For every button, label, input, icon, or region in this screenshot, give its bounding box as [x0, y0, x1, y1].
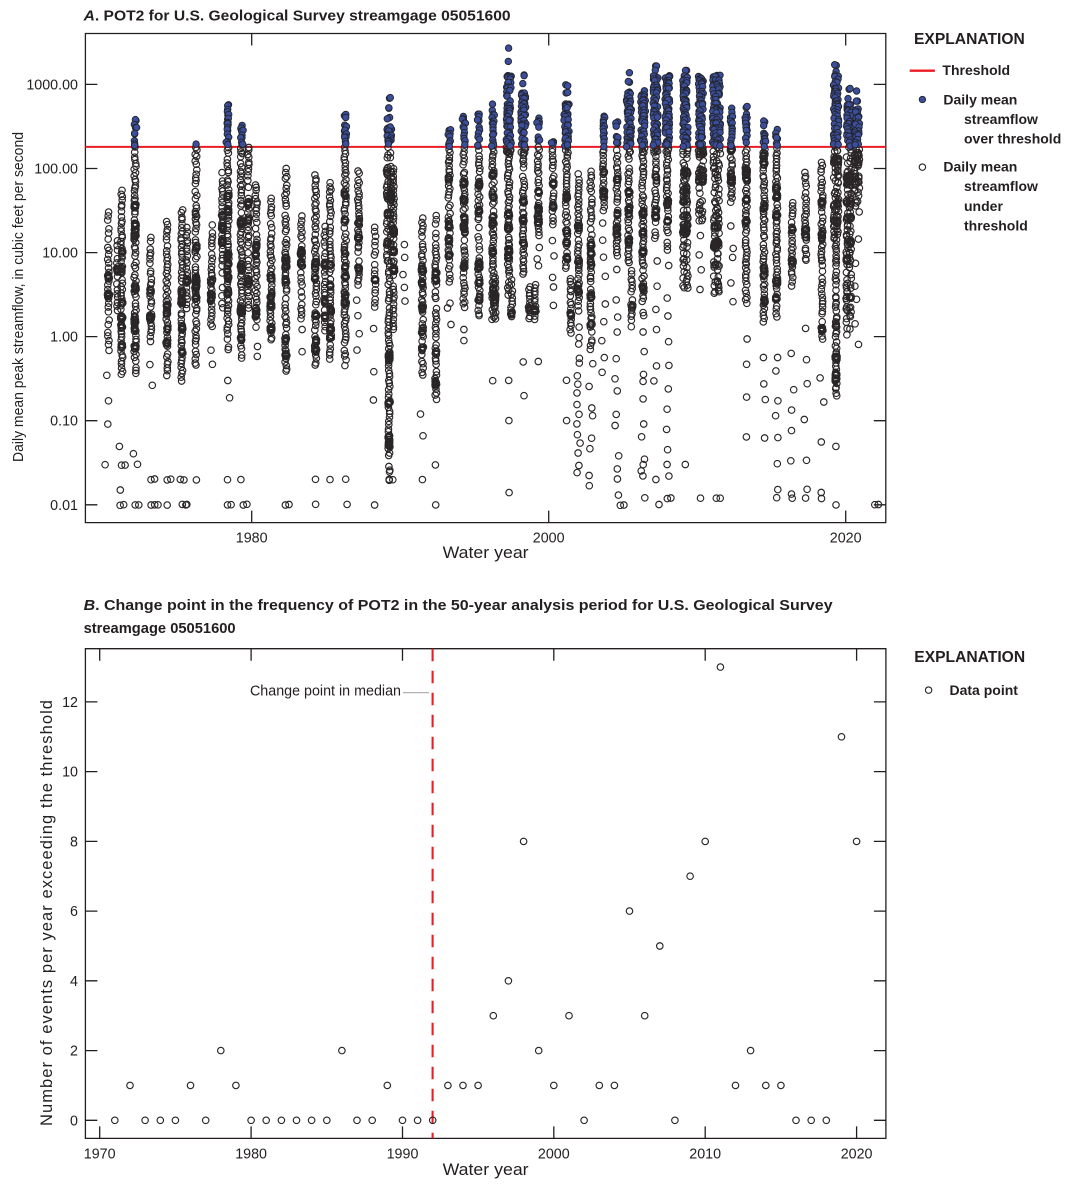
- svg-text:streamflow: streamflow: [964, 111, 1038, 127]
- svg-text:under: under: [964, 198, 1003, 214]
- svg-text:Daily mean: Daily mean: [943, 91, 1017, 107]
- svg-text:B. Change point in the frequen: B. Change point in the frequency of POT2…: [84, 598, 833, 614]
- svg-text:1.00: 1.00: [50, 330, 78, 346]
- svg-text:Data point: Data point: [950, 682, 1019, 698]
- svg-text:1970: 1970: [84, 1146, 116, 1162]
- svg-text:0.01: 0.01: [50, 498, 78, 514]
- svg-text:Threshold: Threshold: [942, 62, 1010, 78]
- svg-text:Water year: Water year: [443, 1160, 529, 1179]
- svg-text:Number of events per year exce: Number of events per year exceeding the …: [38, 700, 56, 1126]
- svg-text:EXPLANATION: EXPLANATION: [914, 31, 1025, 48]
- svg-text:2020: 2020: [830, 530, 862, 546]
- svg-text:1990: 1990: [387, 1146, 419, 1162]
- svg-text:6: 6: [70, 904, 78, 920]
- svg-text:Daily mean: Daily mean: [943, 159, 1017, 175]
- svg-text:2000: 2000: [533, 530, 565, 546]
- svg-text:4: 4: [70, 974, 78, 990]
- svg-text:Water year: Water year: [443, 543, 529, 562]
- svg-text:1980: 1980: [235, 1146, 267, 1162]
- svg-text:A. POT2 for U.S. Geological Su: A. POT2 for U.S. Geological Survey strea…: [83, 8, 511, 24]
- svg-text:2000: 2000: [538, 1146, 570, 1162]
- svg-text:1980: 1980: [236, 530, 268, 546]
- svg-text:threshold: threshold: [964, 218, 1028, 234]
- svg-text:0: 0: [70, 1113, 78, 1129]
- svg-text:2010: 2010: [689, 1146, 721, 1162]
- svg-text:over threshold: over threshold: [964, 131, 1061, 147]
- svg-text:10: 10: [62, 765, 78, 781]
- svg-text:streamgage 05051600: streamgage 05051600: [84, 621, 236, 637]
- svg-text:10.00: 10.00: [42, 246, 78, 262]
- svg-text:streamflow: streamflow: [964, 178, 1038, 194]
- svg-text:2: 2: [70, 1044, 78, 1060]
- svg-text:1000.00: 1000.00: [26, 77, 78, 93]
- svg-text:Change point in median: Change point in median: [250, 684, 401, 700]
- svg-text:12: 12: [62, 695, 78, 711]
- svg-text:Daily mean peak streamflow, in: Daily mean peak streamflow, in cubic fee…: [11, 132, 27, 462]
- svg-text:100.00: 100.00: [34, 162, 78, 178]
- svg-text:2020: 2020: [841, 1146, 873, 1162]
- svg-text:8: 8: [70, 834, 78, 850]
- svg-text:0.10: 0.10: [50, 414, 78, 430]
- svg-text:EXPLANATION: EXPLANATION: [914, 649, 1025, 666]
